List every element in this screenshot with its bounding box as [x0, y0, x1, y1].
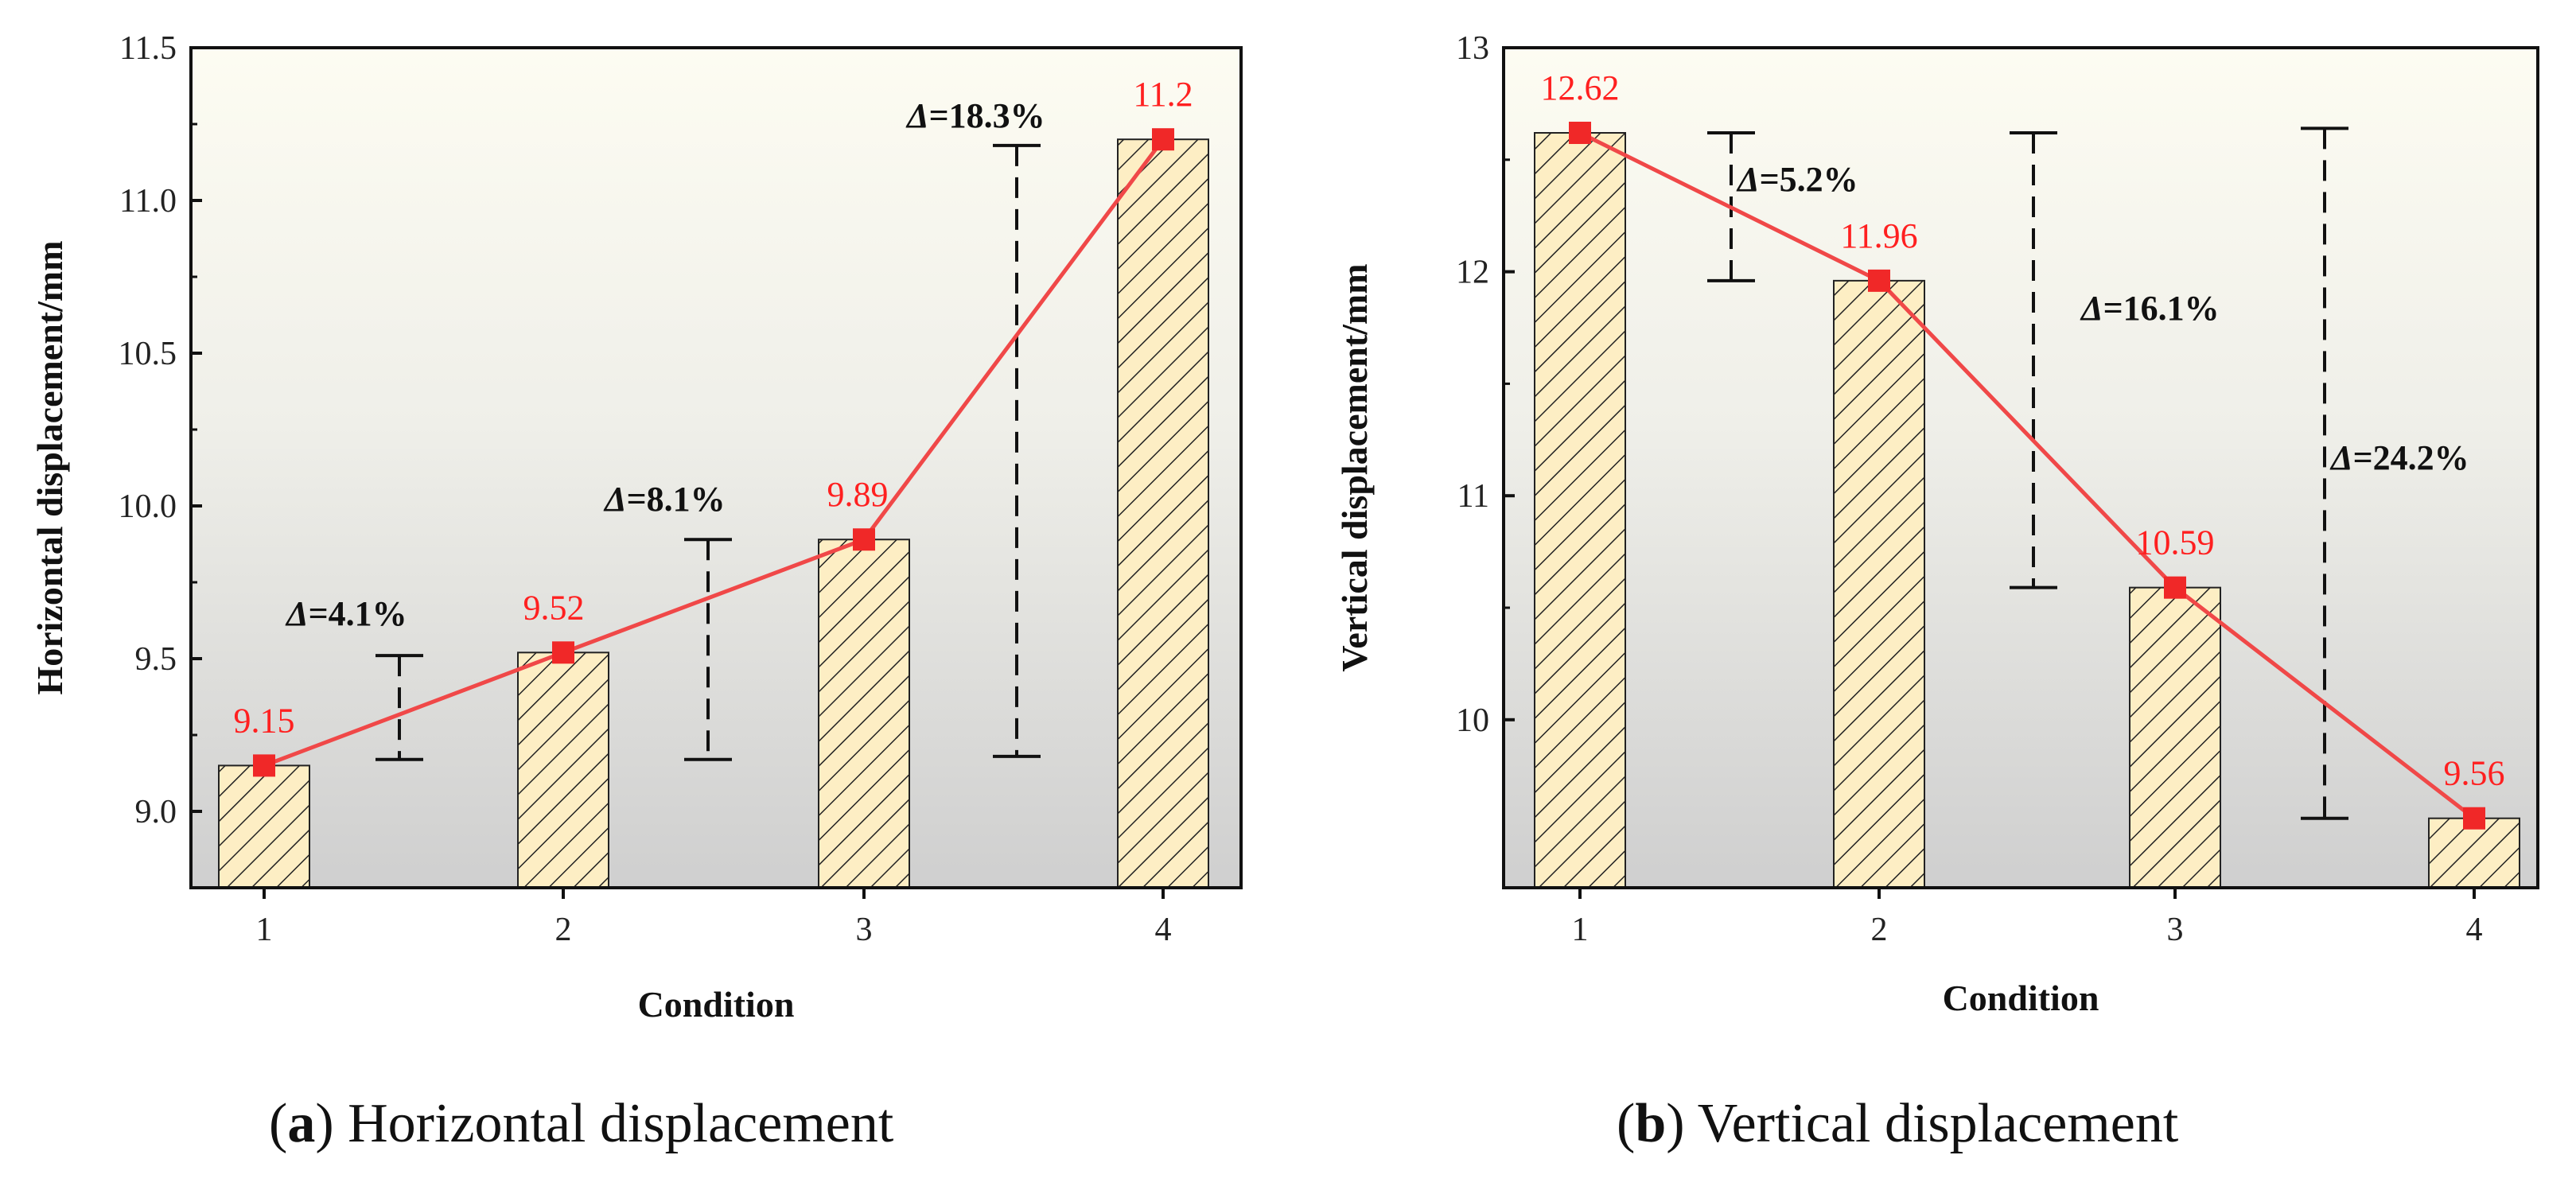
y-tick-label: 12 [1456, 255, 1489, 291]
chart-b: Δ=5.2%Δ=16.1%Δ=24.2%12.6211.9610.599.561… [1334, 30, 2539, 1154]
delta-annotation-1: Δ=4.1% [285, 594, 423, 761]
y-tick-label: 9.5 [135, 641, 177, 678]
plot-area [1504, 48, 2538, 888]
delta-label-1: Δ=4.1% [285, 594, 407, 633]
series-line [1578, 130, 2476, 820]
delta-symbol: Δ [603, 480, 627, 519]
x-tick-label-4: 4 [1155, 912, 1172, 948]
caption-letter: b [1635, 1093, 1666, 1154]
marker-4 [2463, 807, 2485, 830]
marker-2 [1868, 269, 1890, 292]
x-tick-label-2: 2 [555, 912, 572, 948]
caption-text: Horizontal displacement [348, 1093, 894, 1154]
value-label-3: 10.59 [2136, 523, 2215, 562]
delta-value: =4.1% [309, 594, 407, 633]
x-tick-label-4: 4 [2466, 912, 2483, 948]
delta-value: =18.3% [929, 96, 1045, 135]
value-label-3: 9.89 [827, 475, 889, 514]
axes-frame [1502, 46, 2539, 889]
y-axis-title: Vertical displacement/mm [1334, 263, 1375, 671]
delta-label-3: Δ=18.3% [905, 96, 1045, 135]
caption-letter: a [287, 1093, 315, 1154]
panel-caption: (b) Vertical displacement [1617, 1093, 2179, 1154]
x-tick-label-1: 1 [1572, 912, 1589, 948]
bar-4 [1117, 138, 1209, 889]
y-axis-title: Horizontal displacement/mm [29, 240, 70, 694]
plot-area [191, 48, 1241, 888]
marker-1 [253, 754, 275, 777]
x-tick-label-2: 2 [1871, 912, 1888, 948]
y-tick-label: 9.0 [135, 794, 177, 830]
delta-value: =5.2% [1760, 160, 1858, 199]
delta-value: =24.2% [2353, 438, 2469, 477]
delta-symbol: Δ [2329, 438, 2353, 477]
series-line [263, 138, 1165, 768]
delta-symbol: Δ [1736, 160, 1760, 199]
delta-symbol: Δ [905, 96, 929, 135]
marker-4 [1152, 128, 1174, 151]
value-label-4: 11.2 [1133, 75, 1193, 114]
delta-value: =16.1% [2103, 289, 2220, 328]
y-tick-label: 11 [1457, 478, 1489, 515]
bar-2 [1833, 279, 1925, 889]
y-tick-label: 13 [1456, 30, 1489, 67]
delta-label-3: Δ=24.2% [2329, 438, 2469, 477]
bar-1 [218, 764, 310, 889]
marker-1 [1569, 122, 1591, 145]
caption-text: Vertical displacement [1698, 1093, 2179, 1154]
x-tick-label-1: 1 [256, 912, 273, 948]
panel-caption: (a) Horizontal displacement [269, 1093, 894, 1154]
marker-3 [2164, 576, 2186, 599]
bar-2 [517, 651, 609, 889]
value-label-4: 9.56 [2444, 754, 2505, 793]
delta-label-2: Δ=8.1% [603, 480, 726, 519]
delta-annotation-2: Δ=8.1% [603, 480, 732, 761]
value-label-1: 12.62 [1541, 68, 1620, 107]
x-tick-label-3: 3 [2167, 912, 2184, 948]
delta-label-1: Δ=5.2% [1736, 160, 1858, 199]
y-tick-label: 10.0 [119, 488, 177, 525]
delta-annotation-2: Δ=16.1% [2010, 131, 2220, 589]
y-tick-label: 11.5 [119, 30, 177, 67]
marker-2 [552, 641, 574, 664]
bar-3 [818, 539, 910, 889]
delta-value: =8.1% [627, 480, 726, 519]
delta-annotation-3: Δ=18.3% [905, 96, 1045, 758]
y-tick-label: 10.5 [119, 336, 177, 372]
marker-3 [853, 528, 875, 551]
bar-1 [1534, 132, 1626, 889]
bar-3 [2129, 586, 2221, 889]
y-tick-label: 10 [1456, 702, 1489, 739]
y-tick-label: 11.0 [119, 183, 177, 220]
value-label-2: 11.96 [1840, 216, 1917, 255]
value-label-2: 9.52 [523, 588, 585, 627]
axes-frame [189, 46, 1243, 889]
chart-a: Δ=4.1%Δ=8.1%Δ=18.3%9.159.529.8911.29.09.… [29, 30, 1243, 1154]
x-axis-title: Condition [638, 984, 795, 1025]
x-axis-title: Condition [1943, 978, 2099, 1018]
delta-symbol: Δ [285, 594, 309, 633]
value-label-1: 9.15 [234, 701, 295, 740]
x-tick-label-3: 3 [856, 912, 873, 948]
delta-label-2: Δ=16.1% [2080, 289, 2220, 328]
delta-symbol: Δ [2080, 289, 2103, 328]
